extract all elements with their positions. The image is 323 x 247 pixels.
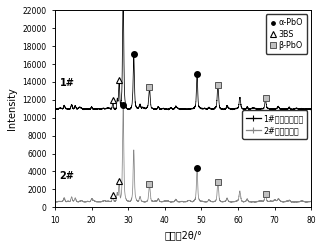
Text: 1#: 1# xyxy=(59,79,74,88)
Y-axis label: Intensity: Intensity xyxy=(7,87,17,130)
X-axis label: 衍射角2θ/°: 衍射角2θ/° xyxy=(164,230,202,240)
Text: 2#: 2# xyxy=(59,170,74,181)
Legend: 1#：重负荷配方, 2#：普通配方: 1#：重负荷配方, 2#：普通配方 xyxy=(242,110,307,139)
